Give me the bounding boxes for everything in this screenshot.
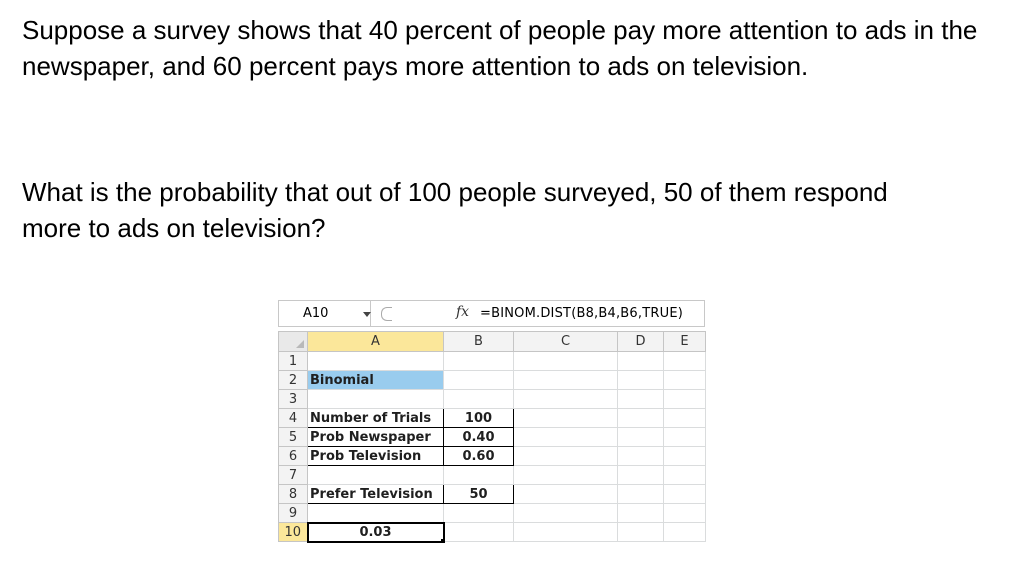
cell-a7[interactable] (307, 465, 444, 485)
cell-d9[interactable] (617, 503, 664, 523)
cell-c5[interactable] (513, 427, 618, 447)
row-header[interactable]: 5 (278, 427, 308, 447)
row-header[interactable]: 2 (278, 370, 308, 390)
cell-e7[interactable] (663, 465, 706, 485)
cell-e6[interactable] (663, 446, 706, 466)
cell-e4[interactable] (663, 408, 706, 428)
cell-b1[interactable] (443, 351, 514, 371)
cell-d4[interactable] (617, 408, 664, 428)
column-header-a[interactable]: A (307, 331, 444, 352)
cell-a6[interactable]: Prob Television (307, 446, 444, 466)
cell-e8[interactable] (663, 484, 706, 504)
table-row: 9 (278, 503, 706, 523)
cell-e9[interactable] (663, 503, 706, 523)
column-header-d[interactable]: D (617, 331, 664, 352)
cell-b8[interactable]: 50 (443, 484, 514, 504)
cell-c4[interactable] (513, 408, 618, 428)
cell-c2[interactable] (513, 370, 618, 390)
spreadsheet-screenshot: A10 fx =BINOM.DIST(B8,B4,B6,TRUE) A B C … (278, 300, 708, 556)
chevron-down-icon[interactable] (363, 312, 371, 317)
splitter-handle-icon (381, 307, 392, 321)
cell-c3[interactable] (513, 389, 618, 409)
cell-d2[interactable] (617, 370, 664, 390)
question-paragraph-1: Suppose a survey shows that 40 percent o… (22, 15, 978, 81)
table-row: 10 0.03 (278, 521, 706, 543)
cell-c7[interactable] (513, 465, 618, 485)
cell-e3[interactable] (663, 389, 706, 409)
cell-a2[interactable]: Binomial (307, 370, 444, 390)
cell-c9[interactable] (513, 503, 618, 523)
cell-a4[interactable]: Number of Trials (307, 408, 444, 428)
cell-d7[interactable] (617, 465, 664, 485)
cell-c1[interactable] (513, 351, 618, 371)
cell-c8[interactable] (513, 484, 618, 504)
row-header[interactable]: 1 (278, 351, 308, 371)
row-header[interactable]: 10 (278, 522, 308, 542)
formula-bar: A10 fx =BINOM.DIST(B8,B4,B6,TRUE) (278, 300, 705, 327)
column-header-b[interactable]: B (443, 331, 514, 352)
row-header[interactable]: 9 (278, 503, 308, 523)
fill-handle[interactable] (439, 537, 442, 540)
cell-a5[interactable]: Prob Newspaper (307, 427, 444, 447)
cell-a9[interactable] (307, 503, 444, 523)
name-box[interactable]: A10 (279, 301, 371, 326)
row-header[interactable]: 4 (278, 408, 308, 428)
cell-b3[interactable] (443, 389, 514, 409)
table-row: 2 Binomial (278, 370, 706, 390)
cell-e5[interactable] (663, 427, 706, 447)
cell-c6[interactable] (513, 446, 618, 466)
cell-d5[interactable] (617, 427, 664, 447)
cell-d8[interactable] (617, 484, 664, 504)
cell-b5[interactable]: 0.40 (443, 427, 514, 447)
cell-a3[interactable] (307, 389, 444, 409)
table-row: 6 Prob Television 0.60 (278, 446, 706, 466)
fx-icon[interactable]: fx (456, 304, 470, 320)
cell-b2[interactable] (443, 370, 514, 390)
table-row: 5 Prob Newspaper 0.40 (278, 427, 706, 447)
table-row: 4 Number of Trials 100 (278, 408, 706, 428)
select-all-icon (296, 340, 304, 348)
cell-b7[interactable] (443, 465, 514, 485)
cell-d3[interactable] (617, 389, 664, 409)
column-header-e[interactable]: E (663, 331, 706, 352)
column-header-c[interactable]: C (513, 331, 618, 352)
cell-d1[interactable] (617, 351, 664, 371)
cell-a8[interactable]: Prefer Television (307, 484, 444, 504)
cell-b4[interactable]: 100 (443, 408, 514, 428)
cell-d10[interactable] (617, 522, 664, 542)
cell-e2[interactable] (663, 370, 706, 390)
row-header[interactable]: 6 (278, 446, 308, 466)
cell-b6[interactable]: 0.60 (443, 446, 514, 466)
cell-e10[interactable] (663, 522, 706, 542)
table-row: 8 Prefer Television 50 (278, 484, 706, 504)
table-row: 7 (278, 465, 706, 485)
row-header[interactable]: 8 (278, 484, 308, 504)
cell-b9[interactable] (443, 503, 514, 523)
row-header[interactable]: 7 (278, 465, 308, 485)
cell-grid: A B C D E 1 2 Binomial 3 (278, 331, 706, 543)
cell-a10-value: 0.03 (359, 524, 392, 540)
table-row: 1 (278, 351, 706, 371)
cell-a10-selected[interactable]: 0.03 (306, 521, 445, 543)
select-all-corner[interactable] (278, 331, 308, 352)
table-row: 3 (278, 389, 706, 409)
formula-text[interactable]: =BINOM.DIST(B8,B4,B6,TRUE) (480, 306, 683, 321)
row-header[interactable]: 3 (278, 389, 308, 409)
cell-e1[interactable] (663, 351, 706, 371)
name-box-value: A10 (303, 306, 329, 321)
question-paragraph-2: What is the probability that out of 100 … (22, 177, 888, 243)
cell-b10[interactable] (443, 522, 514, 542)
cell-d6[interactable] (617, 446, 664, 466)
cell-c10[interactable] (513, 522, 618, 542)
cell-a1[interactable] (307, 351, 444, 371)
